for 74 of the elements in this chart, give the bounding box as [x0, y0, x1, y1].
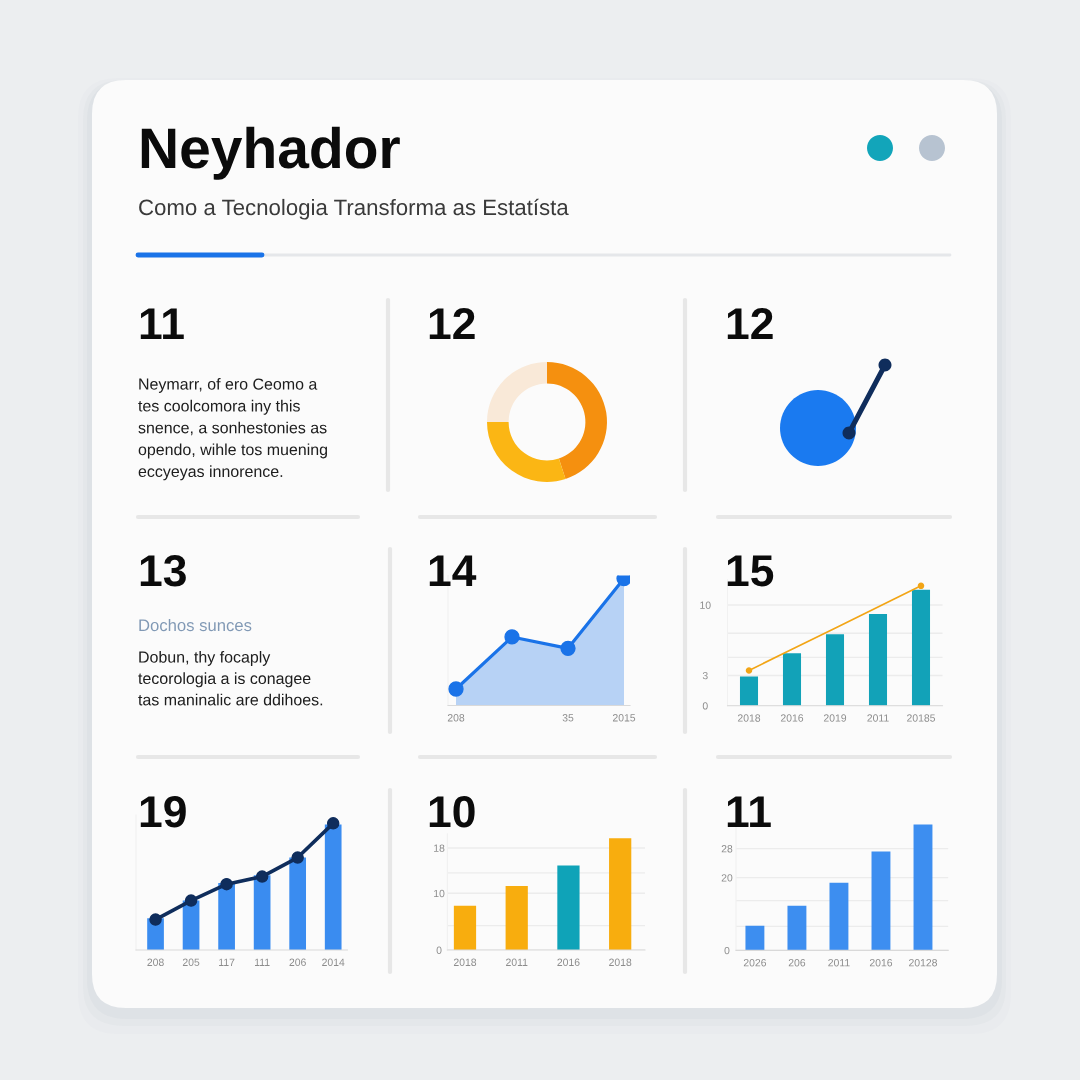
bar	[289, 857, 307, 950]
point	[560, 640, 576, 657]
chart-title: 14	[429, 555, 477, 586]
bar	[871, 851, 891, 951]
y-tick-label: 10	[434, 889, 445, 898]
text: Dobun, thy focaply tecorologia a is conagee tas maninalic are ddihoes.	[138, 651, 323, 706]
x-tick-label: 111	[255, 958, 270, 966]
bar	[505, 885, 528, 950]
x-tick-label: 206	[788, 959, 806, 967]
text: 12	[727, 307, 773, 339]
bar	[324, 824, 342, 950]
x-tick-label: 206	[289, 958, 306, 966]
x-tick-label: 2011	[506, 958, 528, 966]
chart-title: 12	[429, 307, 475, 339]
text: Neyhador	[141, 126, 400, 180]
x-tick-label: 2015	[612, 714, 636, 722]
y-tick-label: 20	[721, 874, 733, 882]
x-tick-label: 117	[219, 958, 235, 966]
x-tick-label: 2018	[453, 958, 477, 966]
bar	[829, 882, 849, 951]
bar	[739, 676, 759, 706]
x-tick-label: 205	[182, 958, 200, 966]
y-tick-label: 0	[436, 946, 442, 954]
point	[504, 629, 520, 645]
donut-slice	[487, 362, 547, 422]
donut-slice	[547, 362, 607, 480]
x-tick-label: 2016	[869, 959, 893, 967]
bar	[868, 614, 888, 706]
chart-title: 11	[727, 796, 771, 827]
bar	[218, 882, 235, 950]
y-tick-label: 18	[434, 844, 445, 852]
y-tick-label: 0	[702, 702, 708, 710]
x-tick-label: 2016	[780, 714, 804, 722]
text: 13	[140, 554, 186, 587]
text: Neymarr, of ero Ceomo a tes coolcomora iny this snence, a sonhestonies as opendo, wihle tos muening eccyeyas innorence.	[138, 378, 327, 481]
bar	[825, 634, 845, 706]
y-tick-label: 10	[700, 601, 711, 609]
x-tick-label: 208	[447, 714, 465, 722]
bar	[911, 589, 931, 706]
point	[220, 877, 233, 891]
point	[291, 851, 304, 864]
donut-slice	[487, 422, 566, 482]
point	[326, 817, 340, 830]
x-tick-label: 2018	[609, 958, 632, 966]
x-tick-label: 2016	[557, 958, 580, 966]
text: Dochos sunces	[139, 618, 252, 632]
x-tick-label: 2011	[828, 959, 850, 967]
y-tick-label: 28	[721, 845, 733, 853]
text: 11	[140, 308, 184, 339]
text: Como a Tecnologia Transforma as Estatísta	[139, 198, 569, 220]
x-tick-label: 2018	[737, 714, 761, 722]
bar	[453, 905, 477, 950]
y-tick-label: 0	[724, 946, 730, 955]
bar	[782, 653, 802, 706]
point	[149, 913, 162, 926]
bar	[913, 824, 933, 951]
x-tick-label: 2026	[743, 959, 767, 967]
bar	[557, 865, 580, 950]
x-tick-label: 208	[147, 958, 164, 966]
bar	[609, 838, 632, 950]
chart-title: 19	[140, 795, 186, 828]
x-tick-label: 20128	[909, 959, 938, 967]
x-tick-label: 2014	[322, 958, 345, 966]
point	[448, 681, 464, 697]
x-tick-label: 2019	[823, 714, 847, 722]
y-tick-label: 3	[702, 671, 708, 680]
bar	[745, 925, 765, 951]
point	[184, 894, 198, 907]
x-tick-label: 2011	[867, 714, 889, 722]
chart-title: 15	[727, 555, 774, 587]
bar	[787, 905, 807, 951]
x-tick-label: 20185	[907, 714, 936, 722]
x-tick-label: 35	[562, 714, 574, 722]
point	[255, 870, 269, 883]
